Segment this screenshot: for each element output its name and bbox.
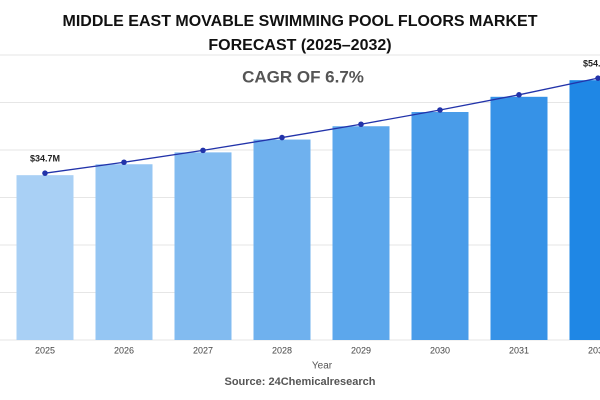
x-tick-label: 2028	[272, 345, 292, 355]
x-tick-label: 2029	[351, 345, 371, 355]
trend-point	[516, 92, 522, 98]
chart-title: MIDDLE EAST MOVABLE SWIMMING POOL FLOORS…	[63, 13, 538, 30]
cagr-annotation: CAGR OF 6.7%	[242, 67, 364, 86]
trend-point	[42, 170, 48, 176]
x-axis-label: Year	[312, 361, 333, 372]
trend-line	[44, 77, 599, 174]
x-tick-label: 2027	[193, 345, 213, 355]
bar	[332, 126, 390, 340]
value-label: $34.7M	[30, 154, 60, 164]
x-tick-label: 2030	[430, 345, 450, 355]
bar	[16, 175, 74, 340]
x-tick-label: 2032	[588, 345, 600, 355]
trend-point	[200, 147, 206, 154]
x-tick-label: 2031	[509, 345, 529, 355]
trend-point	[279, 134, 285, 141]
trend-point	[437, 107, 443, 113]
bar	[411, 112, 469, 340]
bar	[95, 164, 153, 340]
chart-subtitle: FORECAST (2025–2032)	[208, 37, 391, 54]
bar	[174, 152, 232, 340]
trend-point	[595, 75, 600, 81]
bar	[569, 80, 600, 341]
bar	[490, 96, 548, 340]
trend-point	[121, 159, 127, 166]
x-tick-label: 2026	[114, 345, 134, 355]
x-tick-label: 2025	[35, 345, 55, 355]
trend-point	[358, 121, 364, 128]
bar	[253, 139, 311, 340]
value-label: $54.7M	[583, 59, 600, 69]
source: Source: 24Chemicalresearch	[224, 376, 375, 388]
